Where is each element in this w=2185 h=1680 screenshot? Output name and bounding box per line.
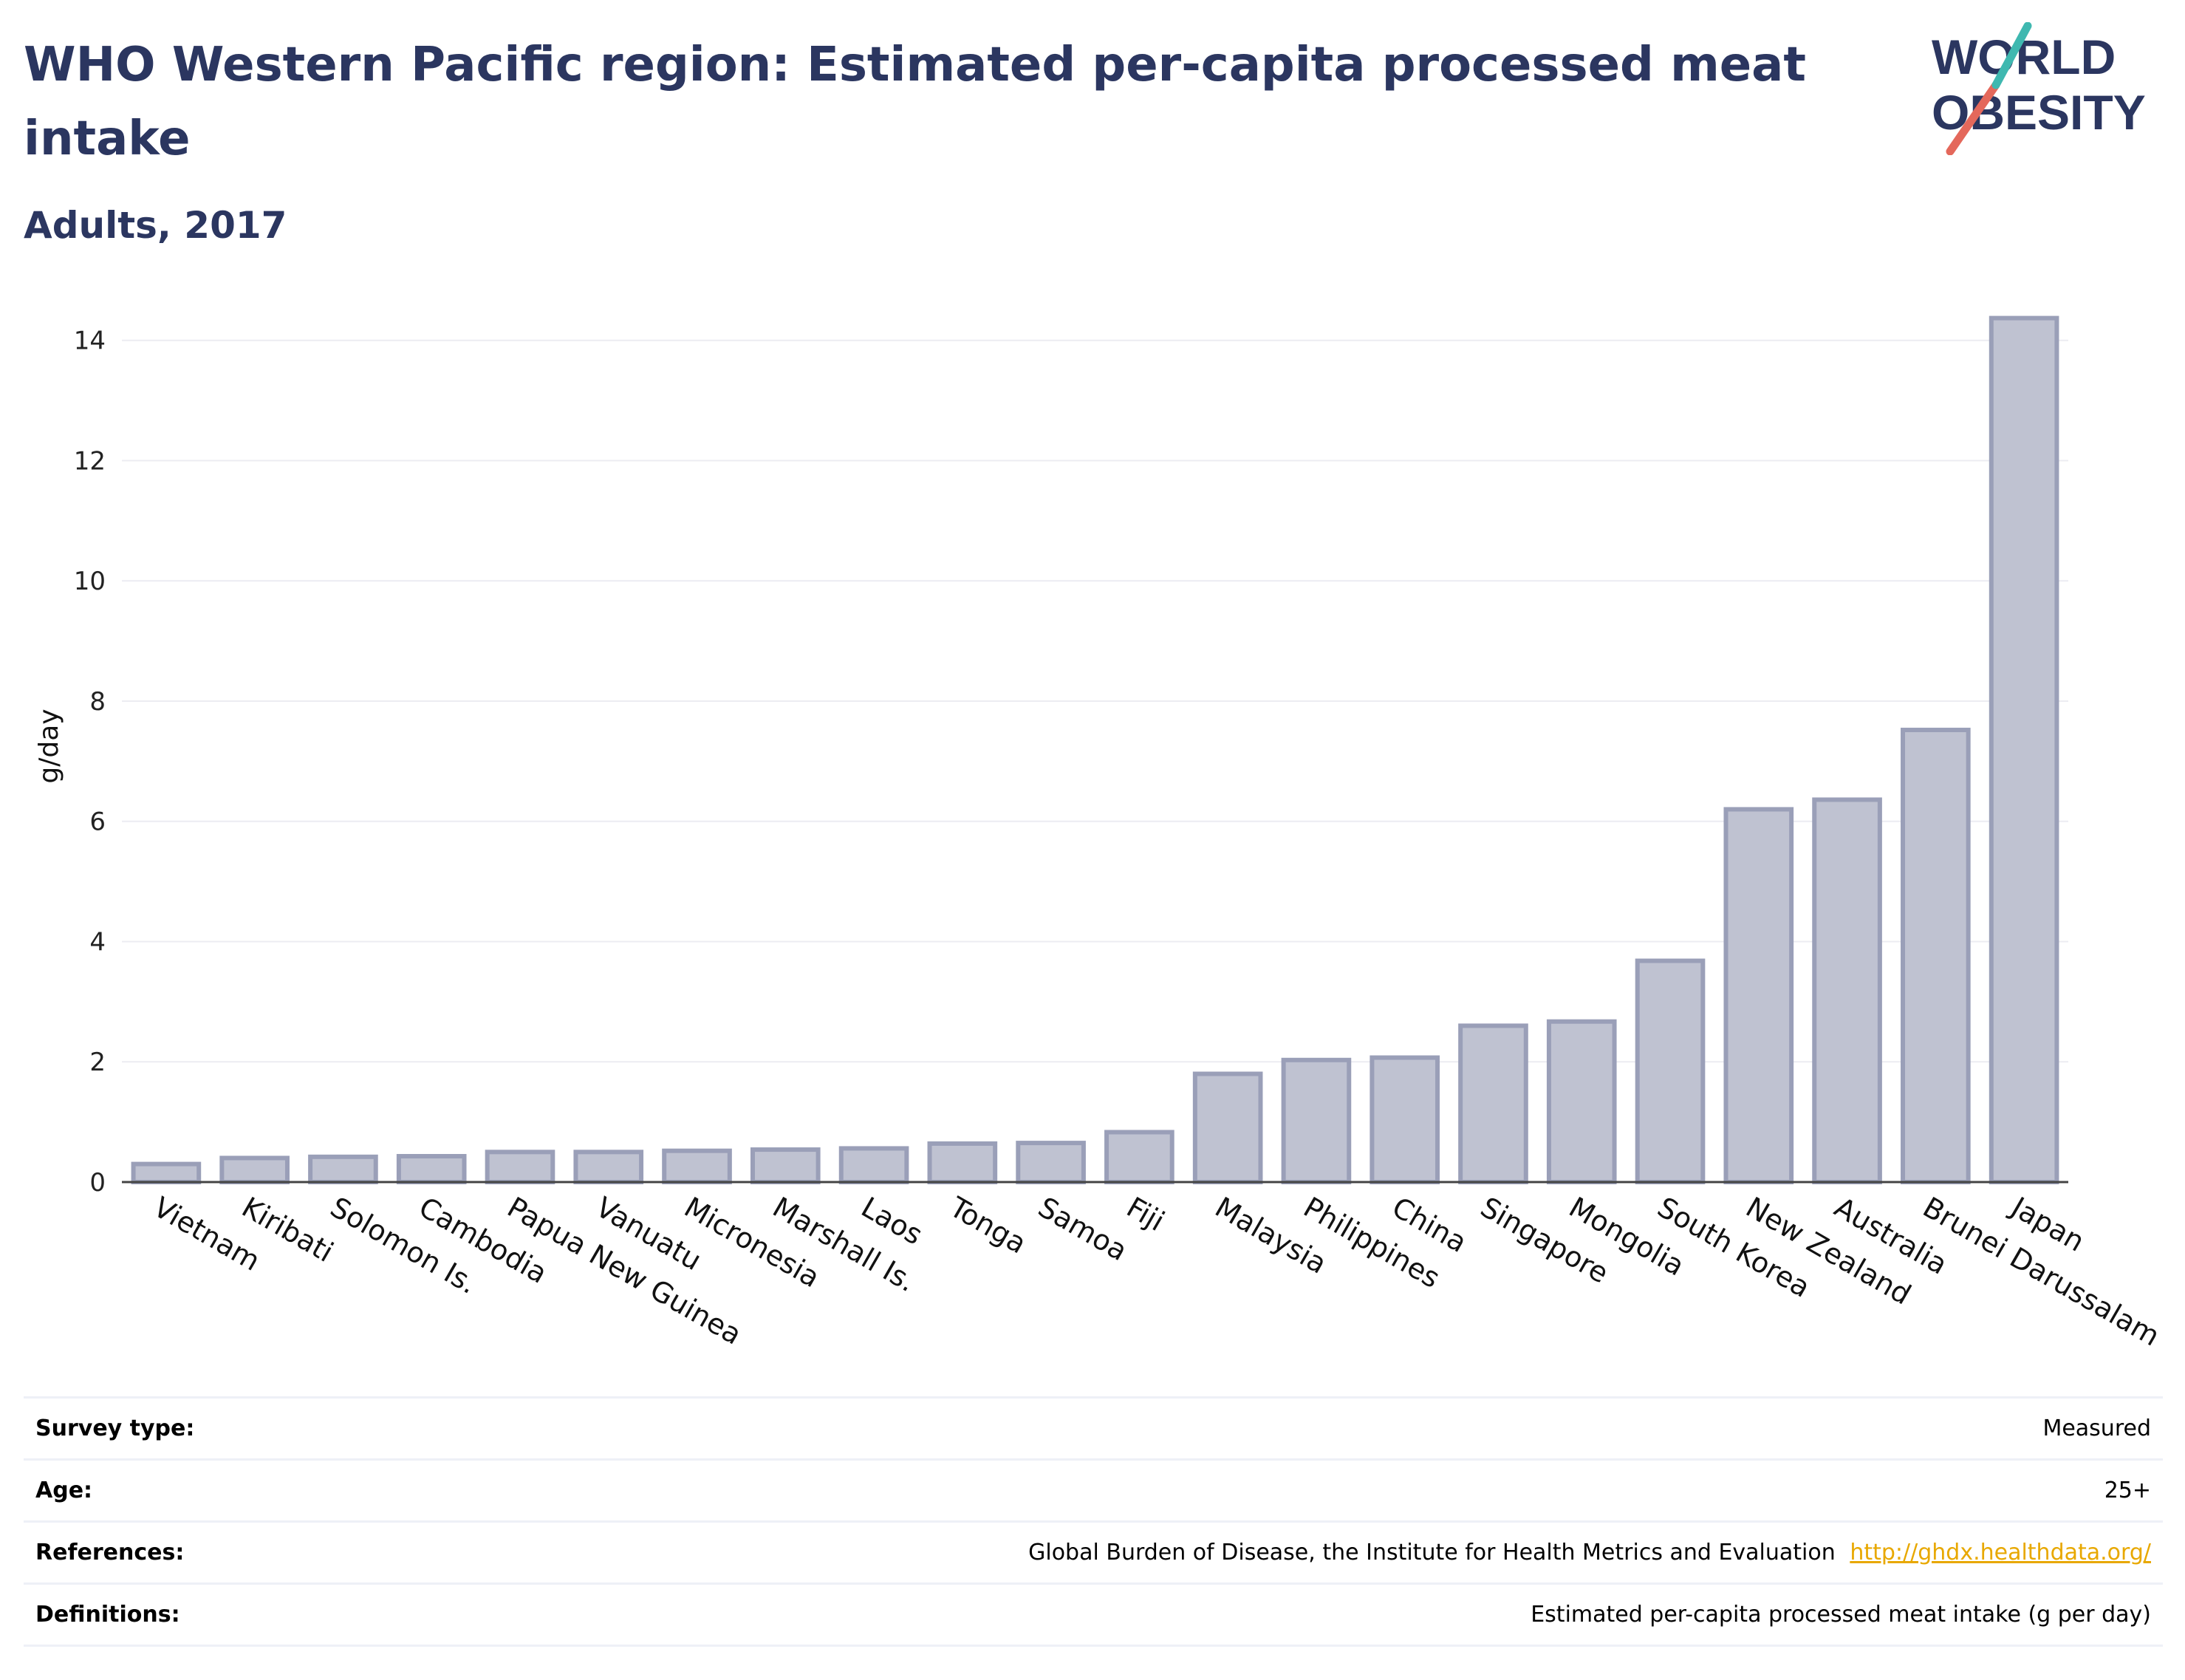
chart-title: WHO Western Pacific region: Estimated pe… (24, 38, 1806, 166)
meta-value: Measured (2042, 1416, 2151, 1441)
reference-link[interactable]: http://ghdx.healthdata.org/ (1850, 1540, 2151, 1565)
world-obesity-logo: WORLD OBESITY (1928, 21, 2179, 156)
bar (1458, 1023, 1528, 1185)
y-tick-label: 2 (89, 1048, 106, 1077)
bar (1370, 1055, 1440, 1184)
meta-label: Definitions: (35, 1602, 180, 1628)
bar (1989, 315, 2059, 1184)
meta-row-survey-type: Survey type: Measured (24, 1399, 2163, 1461)
bar (1192, 1071, 1263, 1184)
y-tick-label: 4 (89, 927, 106, 957)
world-obesity-logo-svg: WORLD OBESITY (1932, 21, 2146, 156)
meta-value: Estimated per-capita processed meat inta… (1531, 1602, 2151, 1628)
metadata-table: Survey type: Measured Age: 25+ Reference… (24, 1396, 2163, 1647)
logo-slash-teal (1991, 21, 2032, 89)
bar (308, 1154, 378, 1184)
bar (662, 1148, 732, 1184)
y-tick-label: 8 (89, 687, 106, 717)
bar (1812, 797, 1882, 1184)
bar (750, 1147, 821, 1185)
bar (1281, 1057, 1352, 1185)
y-tick-label: 14 (74, 327, 106, 356)
bar (1635, 958, 1706, 1185)
y-tick-label: 6 (89, 807, 106, 837)
bar (1104, 1130, 1174, 1185)
bar (485, 1150, 555, 1184)
meta-value: 25+ (2104, 1478, 2151, 1503)
x-tick-label: Fiji (1121, 1191, 1170, 1237)
x-tick-label: Tonga (943, 1190, 1031, 1260)
bar (1016, 1141, 1086, 1184)
y-tick-label: 12 (74, 446, 106, 476)
bar (838, 1146, 909, 1185)
meta-row-definitions: Definitions: Estimated per-capita proces… (24, 1585, 2163, 1647)
bar (219, 1155, 290, 1184)
bar (1546, 1019, 1617, 1185)
bar (1723, 807, 1794, 1184)
bar (131, 1161, 202, 1184)
bar (573, 1150, 644, 1184)
y-tick-label: 10 (74, 567, 106, 596)
meta-label: Survey type: (35, 1416, 195, 1441)
bar (1901, 728, 1971, 1184)
meta-label: Age: (35, 1478, 93, 1503)
chart-subtitle: Adults, 2017 (24, 204, 287, 247)
meta-value-group: Global Burden of Disease, the Institute … (1028, 1540, 2151, 1565)
bar (396, 1154, 467, 1184)
meta-row-age: Age: 25+ (24, 1461, 2163, 1523)
y-axis-label: g/day (34, 708, 64, 783)
meta-row-references: References: Global Burden of Disease, th… (24, 1523, 2163, 1585)
meta-label: References: (35, 1540, 185, 1565)
bar (927, 1141, 998, 1184)
y-tick-label: 0 (89, 1168, 106, 1198)
x-tick-label: Samoa (1033, 1191, 1132, 1268)
logo-slash-red (1946, 81, 2000, 156)
meta-value: Global Burden of Disease, the Institute … (1028, 1540, 1836, 1565)
